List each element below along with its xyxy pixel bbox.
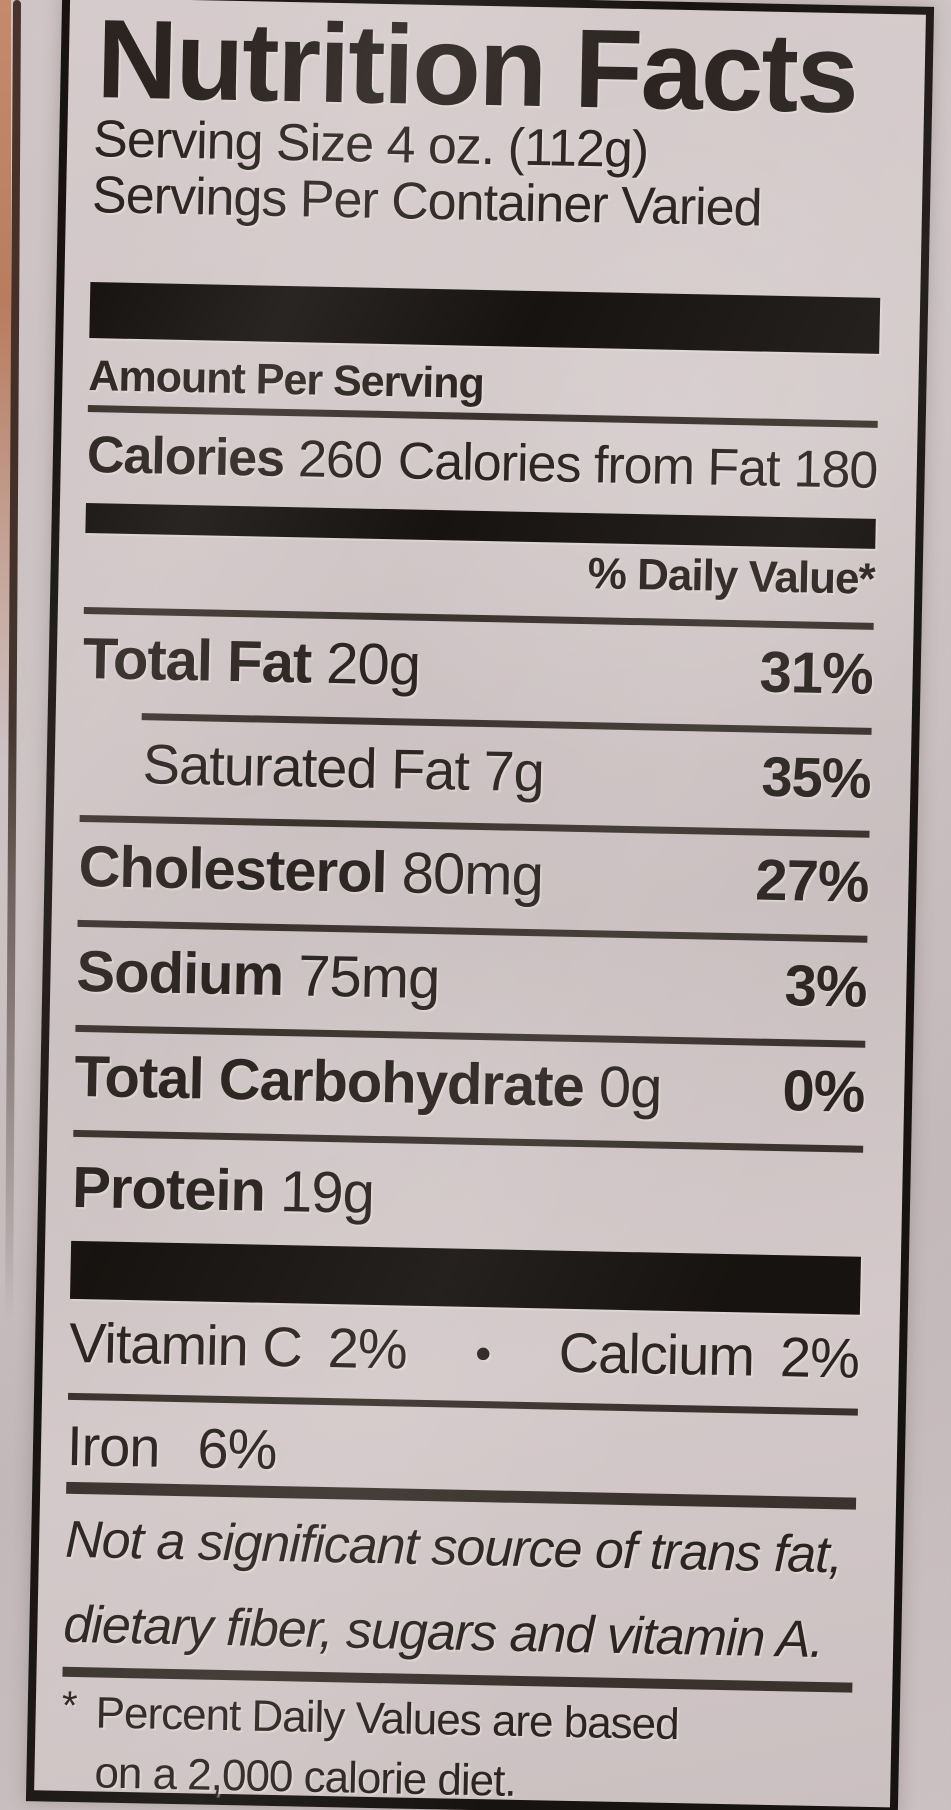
vitamin-c-value: 2% xyxy=(327,1316,408,1381)
nutrient-row: Cholesterol 80mg 27% xyxy=(78,822,870,934)
nutrient-row: Total Carbohydrate 0g 0% xyxy=(73,1032,865,1144)
nutrient-row: Saturated Fat 7g 35% xyxy=(80,719,872,829)
calcium-value: 2% xyxy=(779,1325,860,1390)
nutrient-name: Saturated Fat 7g xyxy=(142,732,545,804)
nutrient-daily-value: 31% xyxy=(758,639,874,707)
footnote-line-2: on a 2,000 calorie diet. xyxy=(93,1748,517,1807)
iron-value: 6% xyxy=(196,1416,278,1482)
nutrient-amount: 7g xyxy=(468,738,545,804)
label-title: Nutrition Facts xyxy=(95,0,859,137)
calories-from-fat-label: Calories from Fat xyxy=(397,432,781,499)
nutrient-name: Protein 19g xyxy=(71,1154,375,1226)
nutrient-name: Cholesterol 80mg xyxy=(78,833,544,909)
bullet-separator: • xyxy=(474,1326,491,1380)
nutrient-row: Protein 19g xyxy=(71,1137,863,1257)
nutrient-table: Total Fat 20g 31% Saturated Fat 7g 35% Chole… xyxy=(71,614,874,1257)
calories-value: 260 xyxy=(297,430,383,491)
nutrient-daily-value: 3% xyxy=(783,953,868,1020)
section-divider-bar xyxy=(85,502,876,549)
nutrient-daily-value: 35% xyxy=(760,744,872,810)
nutrient-name: Total Carbohydrate 0g xyxy=(73,1043,663,1121)
nutrient-daily-value: 0% xyxy=(781,1058,865,1125)
nutrient-row: Total Fat 20g 31% xyxy=(82,614,874,726)
footnote: * Percent Daily Values are based on a 2,… xyxy=(60,1683,852,1810)
nutrient-amount: 0g xyxy=(583,1054,663,1121)
micronutrient-row-1: Vitamin C 2% • Calcium 2% xyxy=(68,1299,860,1407)
nutrient-name: Total Fat 20g xyxy=(82,625,421,698)
micronutrient-row-2: Iron 6% xyxy=(66,1400,857,1490)
vitamin-c-pair: Vitamin C 2% xyxy=(68,1310,408,1381)
calcium-pair: Calcium 2% xyxy=(558,1320,860,1390)
disclaimer-line-1: Not a significant source of trans fat, xyxy=(64,1510,843,1585)
nutrient-amount: 20g xyxy=(310,630,421,698)
asterisk-marker: * xyxy=(61,1684,77,1729)
nutrient-name: Sodium 75mg xyxy=(75,938,441,1012)
vitamin-c-label: Vitamin C xyxy=(68,1310,303,1379)
nutrient-row: Sodium 75mg 3% xyxy=(76,927,868,1039)
calories-row: Calories 260 Calories from Fat 180 xyxy=(86,422,878,505)
iron-label: Iron xyxy=(66,1413,161,1479)
disclaimer-text: Not a significant source of trans fat, d… xyxy=(63,1498,856,1683)
package-edge-strip xyxy=(0,0,11,760)
calcium-label: Calcium xyxy=(558,1320,755,1388)
calories-label: Calories xyxy=(86,426,285,489)
nutrient-daily-value: 27% xyxy=(754,847,870,915)
disclaimer-line-2: dietary fiber, sugars and vitamin A. xyxy=(62,1595,824,1669)
nutrient-amount: 80mg xyxy=(386,840,544,909)
calories-from-fat-value: 180 xyxy=(792,440,878,501)
daily-value-heading: % Daily Value* xyxy=(587,549,876,604)
nutrient-amount: 19g xyxy=(264,1158,375,1226)
nutrient-amount: 75mg xyxy=(282,943,441,1012)
footnote-text: Percent Daily Values are based on a 2,00… xyxy=(94,1684,679,1810)
nutrition-facts-label: Nutrition Facts Serving Size 4 oz. (112g… xyxy=(25,0,935,1810)
section-divider-bar xyxy=(89,281,881,354)
